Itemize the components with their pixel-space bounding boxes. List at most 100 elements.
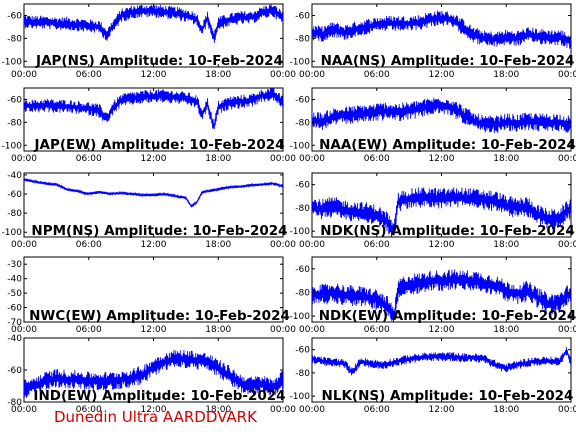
y-tick-label: -60 xyxy=(295,95,310,105)
y-tick-label: -80 xyxy=(7,118,22,128)
x-tick-label: 00:00 xyxy=(558,70,576,80)
y-tick-label: -40 xyxy=(7,171,22,181)
panel-6: -70 -60 -50 -40 -30 00:00 06:00 12:00 18:00 00:00… xyxy=(7,256,296,335)
panel-title: NAA(EW) Amplitude: 10-Feb-2024 xyxy=(319,137,576,153)
x-tick-label: 06:00 xyxy=(364,405,390,415)
y-tick-label: -100 xyxy=(290,312,311,322)
panel-title: NDK(NS) Amplitude: 10-Feb-2024 xyxy=(320,223,575,239)
plot-frame xyxy=(23,172,284,238)
x-tick-label: 00:00 xyxy=(11,405,37,415)
series-line xyxy=(312,97,571,134)
panel-4: -100 -80 -60 -40 00:00 06:00 12:00 18:00 00:00NP… xyxy=(2,171,297,250)
series-line xyxy=(312,269,571,322)
x-tick-label: 00:00 xyxy=(299,325,325,335)
x-tick-label: 18:00 xyxy=(493,154,519,164)
y-tick-label: -80 xyxy=(7,34,22,44)
y-tick-label: -80 xyxy=(295,369,310,379)
x-tick-label: 12:00 xyxy=(141,154,167,164)
series-line xyxy=(312,187,571,237)
x-tick-label: 12:00 xyxy=(141,240,167,250)
panel-1: -100 -80 -60 00:00 06:00 12:00 18:00 00:00NAA(N… xyxy=(290,3,576,80)
panel-title: NAA(NS) Amplitude: 10-Feb-2024 xyxy=(321,53,575,69)
y-tick-label: -60 xyxy=(295,181,310,191)
panel-title: JAP(NS) Amplitude: 10-Feb-2024 xyxy=(35,53,283,69)
x-tick-label: 18:00 xyxy=(205,325,231,335)
y-tick-label: -60 xyxy=(7,304,22,314)
y-tick-label: -60 xyxy=(295,265,310,275)
y-tick-label: -100 xyxy=(2,141,23,151)
series-line xyxy=(24,177,283,208)
x-tick-label: 18:00 xyxy=(205,70,231,80)
x-tick-label: 00:00 xyxy=(270,240,296,250)
y-tick-label: -60 xyxy=(7,366,22,376)
y-tick-label: -80 xyxy=(295,118,310,128)
panel-2: -100 -80 -60 00:00 06:00 12:00 18:00 00:00JAP(E… xyxy=(2,87,296,164)
x-tick-label: 00:00 xyxy=(11,325,37,335)
series-line xyxy=(24,4,283,44)
x-tick-label: 12:00 xyxy=(141,405,167,415)
panel-title: NDK(EW) Amplitude: 10-Feb-2024 xyxy=(319,308,576,324)
x-tick-label: 12:00 xyxy=(429,154,455,164)
panel-title: JAP(EW) Amplitude: 10-Feb-2024 xyxy=(34,137,285,153)
x-tick-label: 00:00 xyxy=(558,325,576,335)
panel-8: -80 -60 -40 00:00 06:00 12:00 18:00 00:00IND(EW… xyxy=(7,334,296,415)
x-tick-label: 00:00 xyxy=(11,154,37,164)
x-tick-label: 18:00 xyxy=(493,325,519,335)
x-tick-label: 18:00 xyxy=(493,240,519,250)
x-tick-label: 06:00 xyxy=(364,154,390,164)
y-tick-label: -40 xyxy=(7,334,22,344)
y-tick-label: -50 xyxy=(7,289,22,299)
x-tick-label: 00:00 xyxy=(558,405,576,415)
y-tick-label: -80 xyxy=(7,209,22,219)
series-line xyxy=(312,10,571,49)
x-tick-label: 06:00 xyxy=(76,325,102,335)
x-tick-label: 18:00 xyxy=(493,405,519,415)
x-tick-label: 18:00 xyxy=(493,70,519,80)
panel-3: -100 -80 -60 00:00 06:00 12:00 18:00 00:00NAA(E… xyxy=(290,87,576,164)
x-tick-label: 00:00 xyxy=(270,154,296,164)
y-tick-label: -80 xyxy=(7,398,22,408)
x-tick-label: 00:00 xyxy=(558,240,576,250)
x-tick-label: 12:00 xyxy=(429,70,455,80)
y-tick-label: -80 xyxy=(295,288,310,298)
series-line xyxy=(24,349,283,398)
x-tick-label: 12:00 xyxy=(429,405,455,415)
y-tick-label: -60 xyxy=(295,346,310,356)
y-tick-label: -70 xyxy=(7,318,22,328)
x-tick-label: 00:00 xyxy=(299,240,325,250)
x-tick-label: 18:00 xyxy=(205,405,231,415)
x-tick-label: 12:00 xyxy=(141,70,167,80)
y-tick-label: -60 xyxy=(7,95,22,105)
y-tick-label: -100 xyxy=(290,227,311,237)
y-tick-label: -80 xyxy=(295,34,310,44)
x-tick-label: 06:00 xyxy=(364,325,390,335)
y-tick-label: -100 xyxy=(2,228,23,238)
x-tick-label: 06:00 xyxy=(76,240,102,250)
series-line xyxy=(24,88,283,130)
x-tick-label: 00:00 xyxy=(299,405,325,415)
y-tick-label: -100 xyxy=(2,57,23,67)
x-tick-label: 12:00 xyxy=(141,325,167,335)
x-tick-label: 00:00 xyxy=(270,405,296,415)
panel-title: NPM(NS) Amplitude: 10-Feb-2024 xyxy=(31,223,287,239)
y-tick-label: -60 xyxy=(7,11,22,21)
y-tick-label: -100 xyxy=(290,141,311,151)
x-tick-label: 06:00 xyxy=(364,240,390,250)
y-tick-label: -60 xyxy=(295,11,310,21)
panel-title: NLK(NS) Amplitude: 10-Feb-2024 xyxy=(322,388,574,404)
x-tick-label: 00:00 xyxy=(270,325,296,335)
y-tick-label: -80 xyxy=(295,204,310,214)
x-tick-label: 12:00 xyxy=(429,325,455,335)
y-tick-label: -60 xyxy=(7,190,22,200)
x-tick-label: 00:00 xyxy=(11,70,37,80)
x-tick-label: 00:00 xyxy=(299,154,325,164)
x-tick-label: 06:00 xyxy=(76,405,102,415)
x-tick-label: 00:00 xyxy=(299,70,325,80)
x-tick-label: 00:00 xyxy=(11,240,37,250)
y-tick-label: -100 xyxy=(290,392,311,402)
panel-title: IND(EW) Amplitude: 10-Feb-2024 xyxy=(33,388,285,404)
panel-title: NWC(EW) Amplitude: 10-Feb-2024 xyxy=(29,308,290,324)
x-tick-label: 18:00 xyxy=(205,154,231,164)
footer-label: Dunedin Ultra AARDDVARK xyxy=(54,408,257,426)
